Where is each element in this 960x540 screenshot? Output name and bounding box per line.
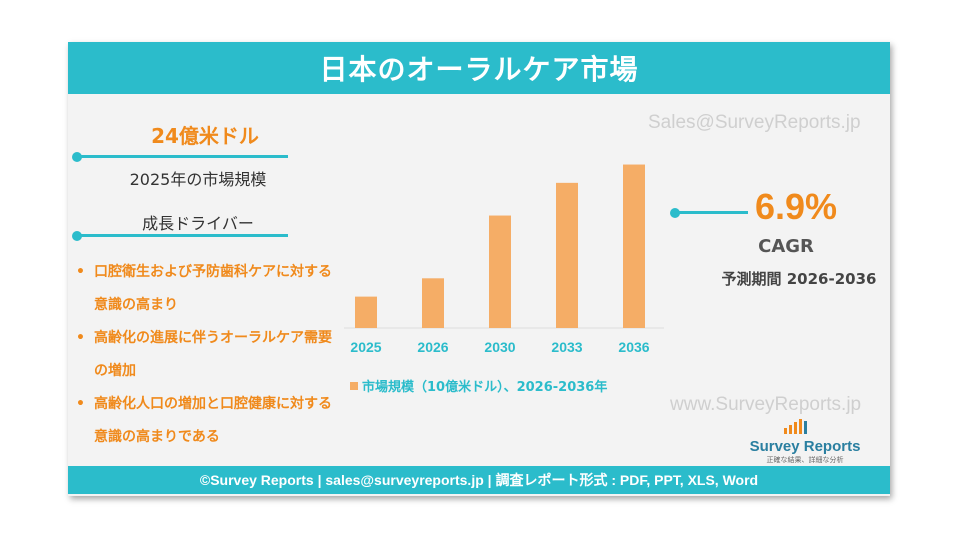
bar-2025 xyxy=(355,296,377,328)
chart-bars xyxy=(355,164,645,328)
cagr-label: CAGR xyxy=(758,236,814,257)
watermark-url: www.SurveyReports.jp xyxy=(670,394,862,415)
footer-text: ©Survey Reports | sales@surveyreports.jp… xyxy=(199,472,759,488)
logo-tagline: 正確な結果、詳細な分析 xyxy=(766,456,844,464)
chart-x-ticks: 2025 2026 2030 2033 2036 xyxy=(350,339,649,355)
legend-swatch xyxy=(350,381,358,390)
driver-item: 高齢化の進展に伴うオーラルケア需要の増加 xyxy=(68,322,338,388)
logo-name: Survey Reports xyxy=(749,438,861,455)
forecast-period: 予測期間 2026-2036 xyxy=(721,270,877,288)
market-rule xyxy=(76,155,288,158)
cagr-rule xyxy=(674,211,748,214)
watermark-email: Sales@SurveyReports.jp xyxy=(648,112,861,133)
drivers-title: 成長ドライバー xyxy=(142,214,254,233)
bar-2026 xyxy=(422,278,444,328)
bar-2030 xyxy=(489,215,511,328)
x-tick-2033: 2033 xyxy=(551,339,582,355)
x-tick-2030: 2030 xyxy=(484,339,515,355)
brand-logo: Survey Reports 正確な結果、詳細な分析 xyxy=(740,418,870,465)
driver-item: 口腔衛生および予防歯科ケアに対する意識の高まり xyxy=(68,256,338,322)
chart-legend: 市場規模（10億米ドル）、2026-2036年 xyxy=(350,376,607,395)
footer-bar: ©Survey Reports | sales@surveyreports.jp… xyxy=(68,466,890,494)
x-tick-2026: 2026 xyxy=(417,339,448,355)
bar-2036 xyxy=(623,164,645,328)
legend-label: 市場規模（10億米ドル）、2026-2036年 xyxy=(362,380,608,395)
x-tick-2036: 2036 xyxy=(618,339,649,355)
logo-bars-icon xyxy=(784,419,807,434)
page-title: 日本のオーラルケア市場 xyxy=(319,53,639,86)
infographic-card: 日本のオーラルケア市場 24億米ドル 2025年の市場規模 成長ドライバー 口腔… xyxy=(68,42,890,496)
x-tick-2025: 2025 xyxy=(350,339,381,355)
market-value: 24億米ドル xyxy=(151,124,259,148)
bar-chart: 2025 2026 2030 2033 2036 xyxy=(344,164,664,355)
drivers-list: 口腔衛生および予防歯科ケアに対する意識の高まり 高齢化の進展に伴うオーラルケア需… xyxy=(68,256,348,454)
drivers-rule xyxy=(76,234,288,237)
cagr-value: 6.9% xyxy=(754,186,838,227)
driver-item: 高齢化人口の増加と口腔健康に対する意識の高まりである xyxy=(68,388,338,454)
market-label: 2025年の市場規模 xyxy=(129,170,267,189)
title-bar: 日本のオーラルケア市場 xyxy=(68,42,890,94)
bar-2033 xyxy=(556,182,578,328)
